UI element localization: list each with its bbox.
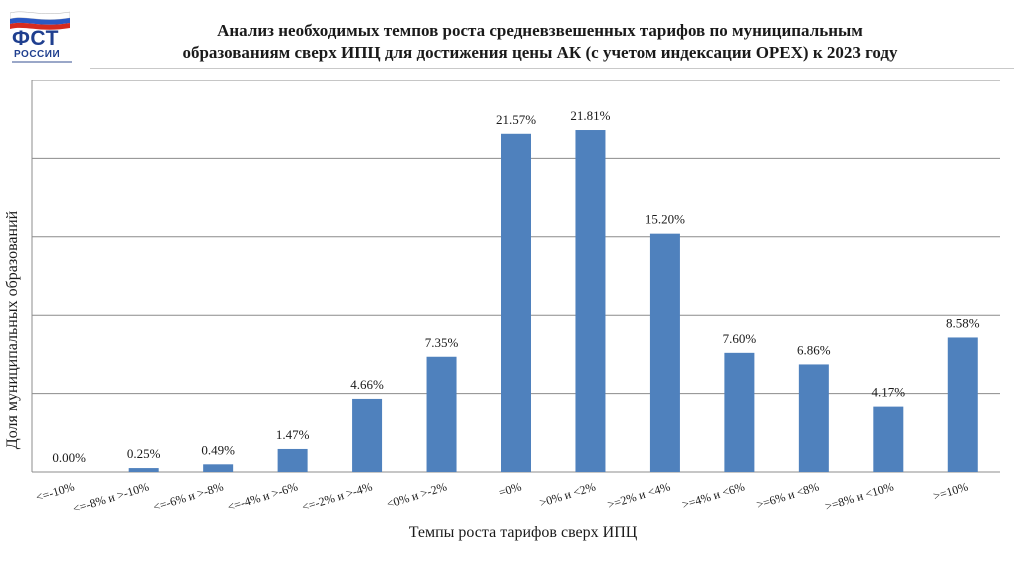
logo-abbreviation: ФСТ bbox=[12, 27, 59, 50]
data-label: 21.57% bbox=[496, 112, 536, 127]
data-label: 4.17% bbox=[872, 385, 906, 400]
data-label: 0.49% bbox=[201, 442, 235, 457]
logo-fineprint bbox=[12, 61, 72, 63]
x-tick-label: =0% bbox=[497, 479, 523, 499]
bar bbox=[798, 364, 829, 472]
x-tick-label: >=8% и <10% bbox=[823, 479, 895, 513]
chart-title: Анализ необходимых темпов роста средневз… bbox=[90, 20, 990, 64]
x-tick-label: <=-2% и >-4% bbox=[300, 479, 374, 514]
chart-title-line-1: Анализ необходимых темпов роста средневз… bbox=[217, 21, 863, 40]
x-tick-label: >0% и <2% bbox=[538, 479, 598, 509]
x-tick-label: >=2% и <4% bbox=[606, 479, 672, 511]
x-tick-label: >=10% bbox=[932, 479, 970, 503]
logo-country: РОССИИ bbox=[14, 49, 61, 60]
data-label: 7.60% bbox=[723, 331, 757, 346]
x-tick-label: <=-10% bbox=[34, 479, 76, 504]
fst-logo: ФСТ РОССИИ bbox=[8, 8, 72, 64]
x-tick-label: <=-4% и >-6% bbox=[226, 479, 300, 514]
data-label: 8.58% bbox=[946, 315, 980, 330]
title-divider bbox=[90, 68, 1014, 69]
bar bbox=[501, 133, 531, 472]
data-label: 0.25% bbox=[127, 446, 161, 461]
y-axis-label: Доля муниципальных образований bbox=[4, 210, 21, 450]
x-tick-label: >=6% и <8% bbox=[755, 479, 821, 511]
data-label: 21.81% bbox=[570, 108, 610, 123]
x-tick-label: <=-8% и >-10% bbox=[71, 479, 150, 515]
x-axis-label: Темпы роста тарифов сверх ИПЦ bbox=[408, 524, 638, 541]
data-label: 6.86% bbox=[797, 342, 831, 357]
data-label: 1.47% bbox=[276, 427, 310, 442]
x-tick-label: <=-6% и >-8% bbox=[151, 479, 225, 514]
bar bbox=[203, 464, 234, 472]
bar bbox=[352, 398, 383, 472]
bar bbox=[277, 448, 308, 472]
x-tick-label: >=4% и <6% bbox=[680, 479, 746, 511]
flag-icon bbox=[10, 11, 70, 30]
data-label: 15.20% bbox=[645, 212, 685, 227]
bar bbox=[128, 468, 159, 472]
data-label: 0.00% bbox=[52, 450, 86, 465]
data-label: 7.35% bbox=[425, 335, 459, 350]
bar bbox=[649, 233, 680, 472]
bar bbox=[947, 337, 978, 472]
bar bbox=[873, 406, 904, 472]
x-tick-label: <0% и >-2% bbox=[385, 479, 448, 511]
bar bbox=[724, 352, 755, 472]
bar-chart: 0.00% <=-10% 0.25% <=-8% и >-10% 0.49% <=-6% … bbox=[31, 80, 1000, 516]
chart-title-line-2: образованиям сверх ИПЦ для достижения це… bbox=[182, 43, 898, 62]
bar bbox=[575, 130, 606, 472]
bar bbox=[426, 356, 457, 472]
data-label: 4.66% bbox=[350, 377, 384, 392]
